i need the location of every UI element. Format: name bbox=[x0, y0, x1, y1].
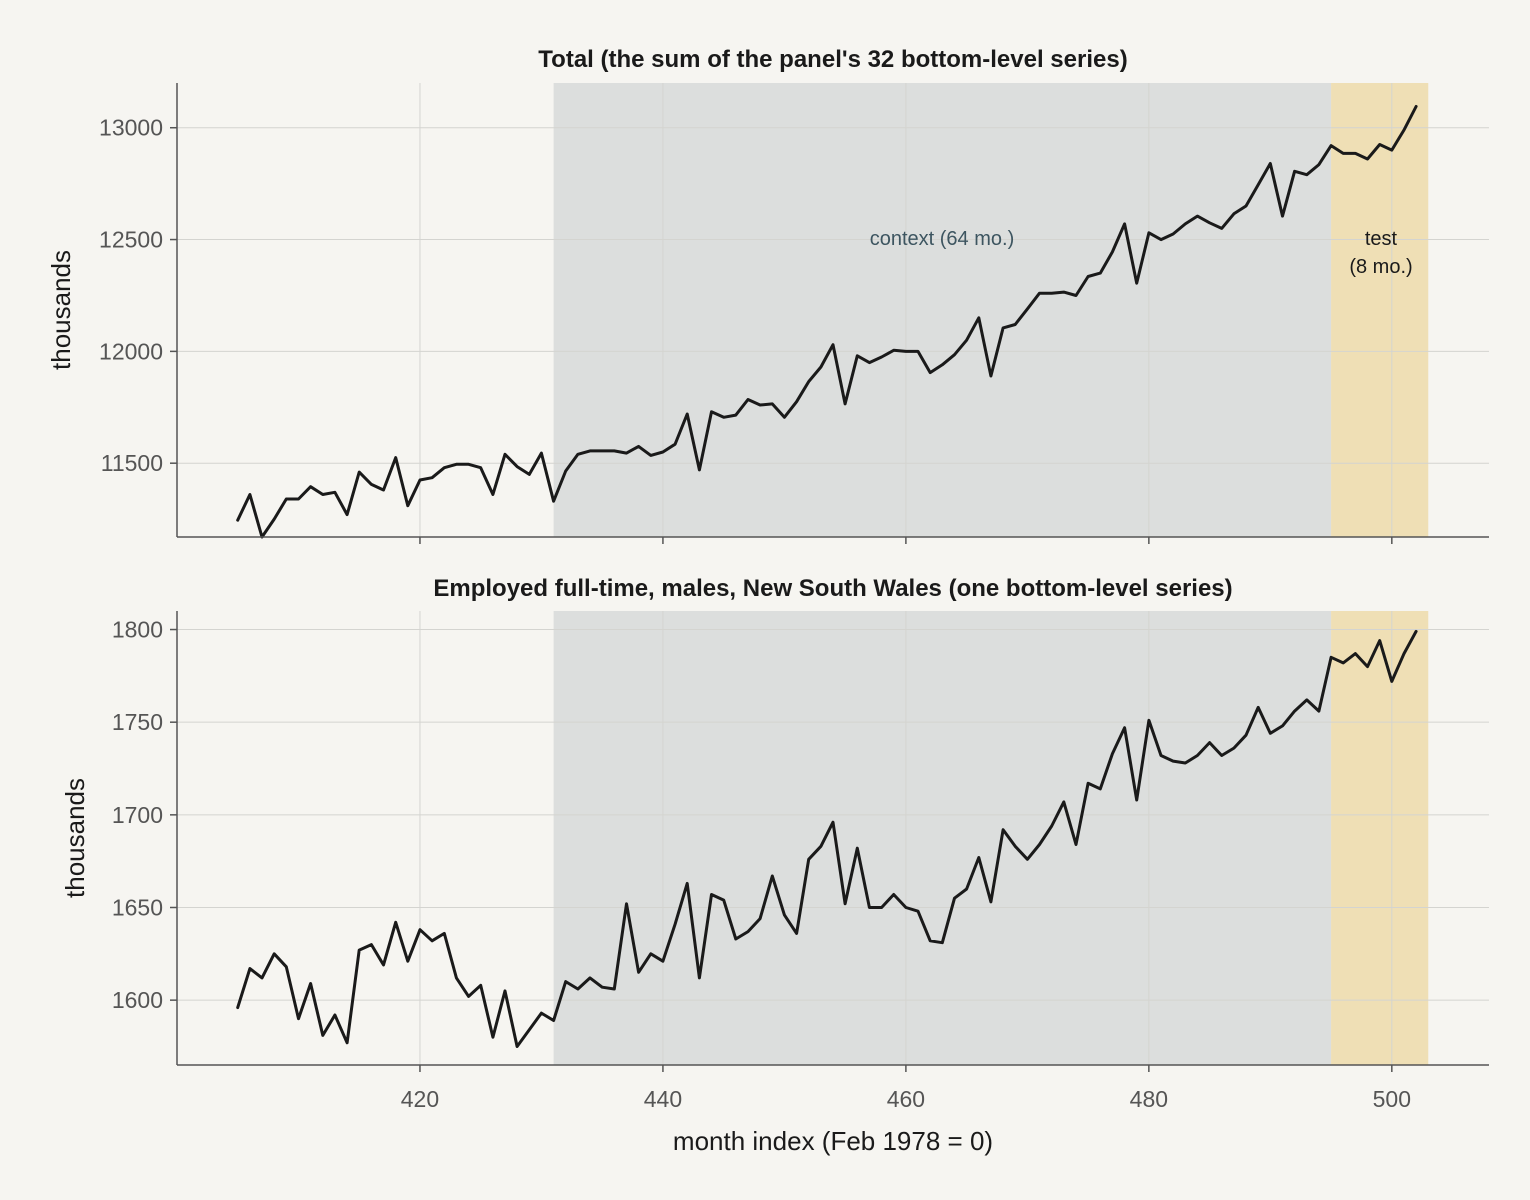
test-region bbox=[1331, 611, 1429, 1065]
plot-area: 11500 12000 12500 13000 bbox=[99, 83, 1489, 544]
panel-total: 11500 12000 12500 13000 Total (the sum of t… bbox=[46, 46, 1489, 544]
plot-area: 1600 1650 1700 1750 1800 420 440 460 480 500 bbox=[112, 611, 1489, 1112]
x-axis-label: month index (Feb 1978 = 0) bbox=[673, 1126, 993, 1156]
x-tick-label: 500 bbox=[1373, 1086, 1411, 1112]
y-tick-label: 11500 bbox=[101, 450, 163, 476]
context-region bbox=[553, 83, 1332, 537]
x-tick-label: 480 bbox=[1130, 1086, 1168, 1112]
y-tick-label: 1800 bbox=[112, 617, 163, 643]
y-tick-label: 1700 bbox=[112, 802, 163, 828]
panel-title: Employed full-time, males, New South Wal… bbox=[433, 575, 1232, 602]
series-line bbox=[236, 629, 1418, 1048]
series-line bbox=[236, 105, 1418, 539]
y-axis-label: thousands bbox=[46, 250, 76, 370]
panel-nsw-males-fulltime: 1600 1650 1700 1750 1800 420 440 460 480 500 Empl… bbox=[60, 575, 1489, 1112]
x-tick-label: 460 bbox=[887, 1086, 925, 1112]
x-tick-label: 440 bbox=[644, 1086, 682, 1112]
test-region-label-line-2: (8 mo.) bbox=[1349, 256, 1412, 278]
y-tick-label: 13000 bbox=[99, 115, 163, 141]
y-tick-label: 1750 bbox=[112, 709, 163, 735]
y-tick-label: 1650 bbox=[112, 894, 163, 920]
y-axis-label: thousands bbox=[60, 778, 90, 898]
y-tick-label: 12500 bbox=[99, 227, 163, 253]
test-region bbox=[1331, 83, 1429, 537]
context-region-label: context (64 mo.) bbox=[870, 228, 1015, 250]
x-tick-label: 420 bbox=[401, 1086, 439, 1112]
y-tick-label: 12000 bbox=[99, 338, 163, 364]
panel-title: Total (the sum of the panel's 32 bottom-… bbox=[538, 46, 1127, 73]
context-region bbox=[553, 611, 1332, 1065]
test-region-label-line-1: test bbox=[1365, 228, 1398, 250]
y-tick-label: 1600 bbox=[112, 987, 163, 1013]
